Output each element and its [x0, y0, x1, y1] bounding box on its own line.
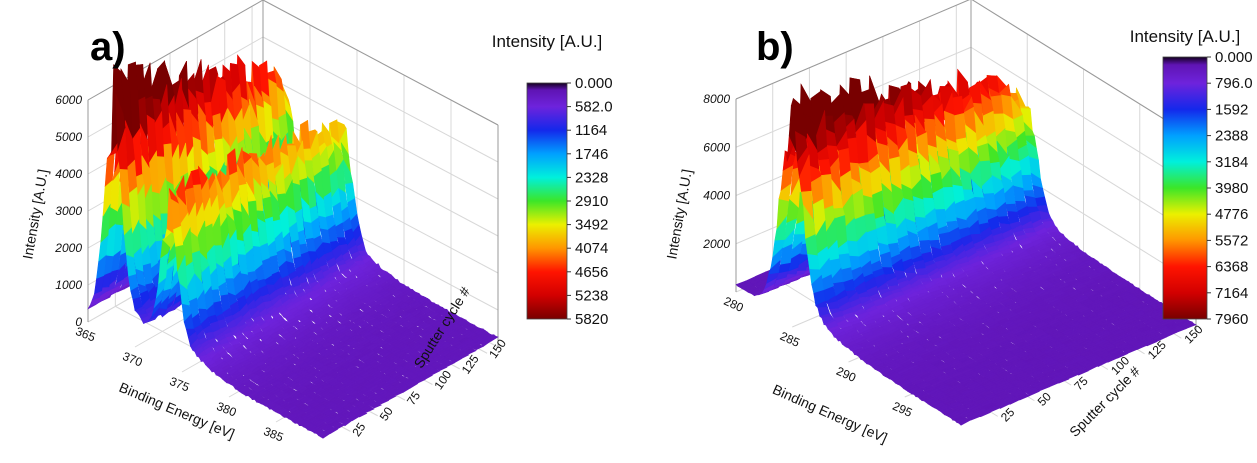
z-tick-label: 6000	[55, 93, 82, 107]
panel-label: b)	[756, 25, 794, 69]
colorbar-title: Intensity [A.U.]	[1130, 27, 1241, 46]
colorbar-tick-label: 5572	[1215, 232, 1248, 249]
z-tick-label: 5000	[55, 130, 82, 144]
z-axis-title: Intensity [A.U.]	[19, 168, 51, 260]
colorbar	[526, 82, 568, 320]
z-tick-label: 8000	[703, 92, 730, 106]
x-tick-label: 370	[121, 349, 145, 370]
colorbar-tick-label: 3492	[575, 217, 608, 234]
z-tick-label: 2000	[702, 237, 730, 251]
z-tick-label: 0	[75, 315, 82, 329]
colorbar	[1162, 56, 1208, 320]
x-tick-label: 365	[74, 324, 98, 345]
z-tick-label: 3000	[55, 204, 82, 218]
y-tick-label: 75	[404, 389, 423, 408]
colorbar-tick-label: 7164	[1215, 285, 1248, 302]
colorbar-tick-label: 2388	[1215, 128, 1248, 145]
chart-panel-a: 0 1000 2000 3000 4000 5000 6000 365 370 375 380 385…	[0, 0, 628, 463]
y-tick-label: 75	[1071, 374, 1091, 394]
z-tick-label: 2000	[54, 241, 82, 255]
colorbar-tick-label: 3980	[1215, 180, 1248, 197]
z-axis-title: Intensity [A.U.]	[663, 168, 695, 260]
colorbar-tick-label: 5820	[575, 311, 608, 328]
colorbar-tick-label: 582.0	[575, 99, 613, 116]
colorbar-tick-label: 3184	[1215, 154, 1248, 171]
surface-plot-a: 0 1000 2000 3000 4000 5000 6000 365 370 375 380 385…	[19, 0, 613, 445]
x-tick-label: 295	[890, 399, 914, 420]
x-tick-label: 380	[215, 399, 239, 420]
colorbar-tick-label: 4656	[575, 264, 608, 281]
colorbar-tick-label: 6368	[1215, 259, 1248, 276]
colorbar-tick-label: 1592	[1215, 101, 1248, 118]
colorbar-title: Intensity [A.U.]	[492, 32, 603, 51]
colorbar-tick-label: 1746	[575, 146, 608, 163]
colorbar-tick-label: 5238	[575, 287, 608, 304]
colorbar-tick-label: 4074	[575, 240, 608, 257]
colorbar-tick-label: 2328	[575, 169, 608, 186]
z-tick-label: 4000	[703, 189, 730, 203]
y-tick-label: 25	[349, 420, 368, 439]
colorbar-tick-label: 7960	[1215, 311, 1248, 328]
surface	[735, 68, 1197, 426]
colorbar-tick-label: 0.000	[1215, 49, 1253, 66]
z-tick-label: 6000	[703, 140, 730, 154]
colorbar-tick-label: 796.0	[1215, 75, 1253, 92]
x-tick-label: 290	[834, 364, 858, 385]
x-axis-title: Binding Energy [eV]	[770, 381, 890, 446]
x-tick-label: 385	[262, 424, 286, 445]
x-tick-label: 280	[722, 294, 746, 315]
y-tick-label: 50	[377, 404, 396, 423]
z-tick-label: 1000	[55, 278, 82, 292]
chart-panel-b: 2000 4000 6000 8000 280 285 290 295 25 50 75 100 125…	[628, 0, 1257, 463]
panel-label: a)	[90, 25, 126, 69]
surface	[87, 54, 499, 439]
z-tick-label: 4000	[55, 167, 82, 181]
x-tick-label: 375	[168, 374, 192, 395]
colorbar-tick-label: 1164	[575, 122, 607, 139]
colorbar-tick-label: 2910	[575, 193, 608, 210]
colorbar-tick-label: 0.000	[575, 75, 613, 92]
x-tick-label: 285	[778, 329, 802, 350]
colorbar-tick-label: 4776	[1215, 206, 1248, 223]
